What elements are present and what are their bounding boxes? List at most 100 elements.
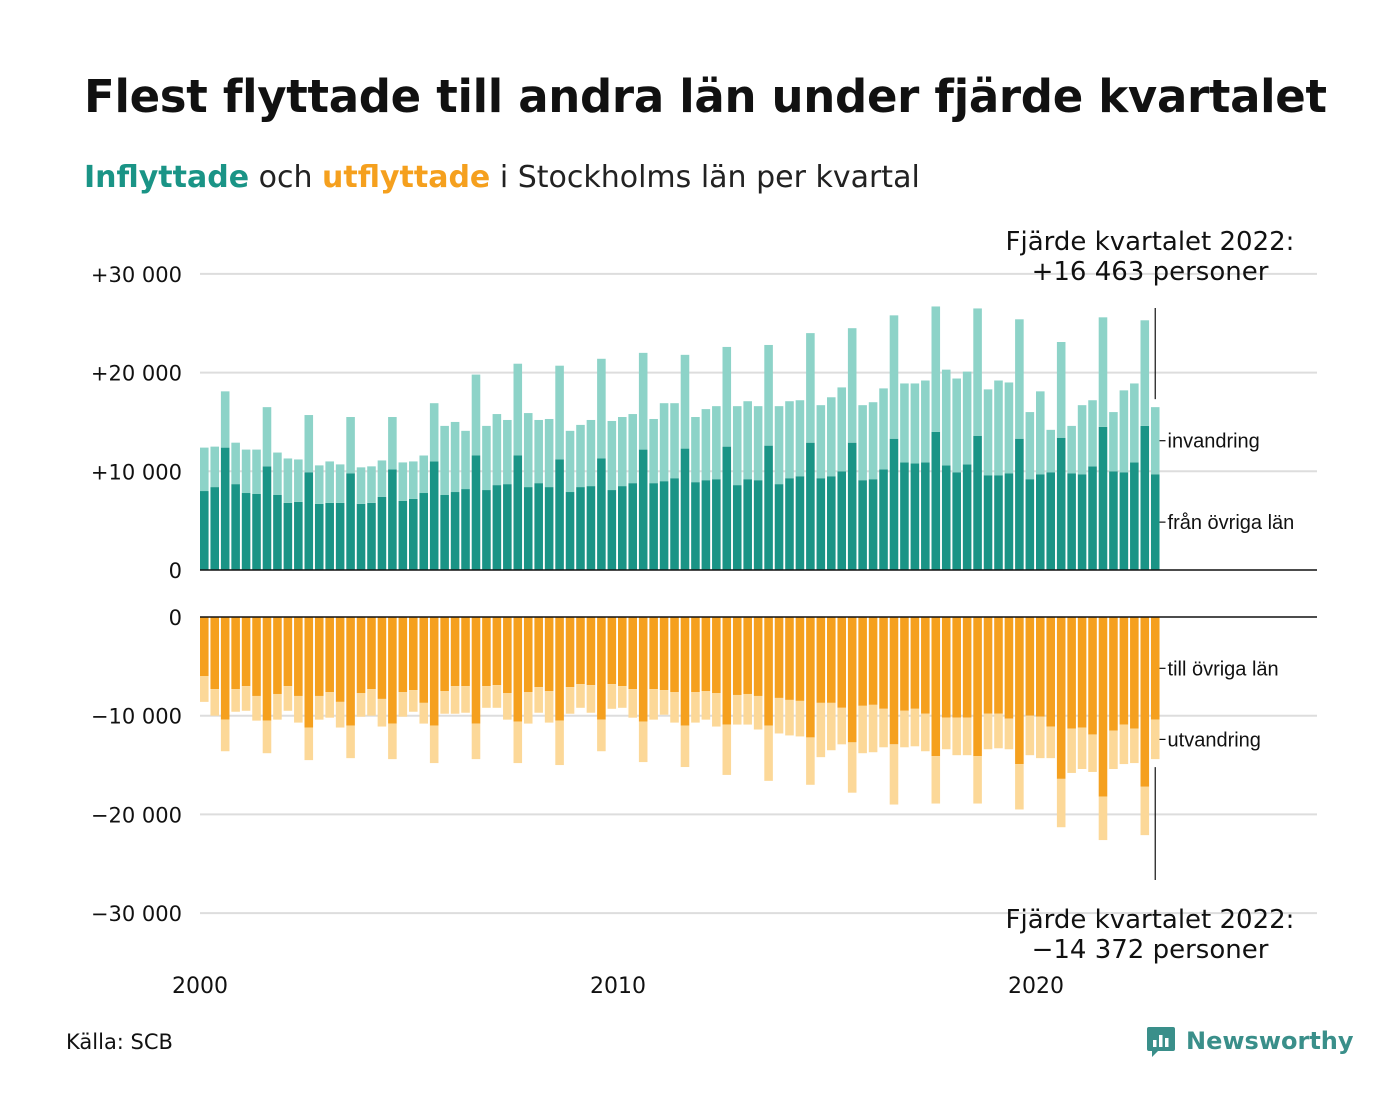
bar-invandring: [398, 462, 408, 501]
bar-utvandring: [200, 676, 209, 702]
bar-till-ovriga-lan: [450, 617, 460, 687]
bar-utvandring: [429, 725, 439, 764]
bar-utvandring: [962, 717, 972, 756]
bar-fran-ovriga-lan: [900, 462, 909, 570]
bar-utvandring: [534, 687, 543, 713]
bar-till-ovriga-lan: [1119, 617, 1129, 725]
bar-fran-ovriga-lan: [1036, 474, 1045, 570]
bar-utvandring: [670, 692, 679, 723]
bar-till-ovriga-lan: [419, 617, 429, 703]
bar-invandring: [1067, 425, 1076, 474]
bar-fran-ovriga-lan: [837, 471, 847, 570]
bar-fran-ovriga-lan: [722, 446, 732, 570]
bar-utvandring: [889, 744, 899, 805]
bar-utvandring: [398, 692, 408, 717]
bar-till-ovriga-lan: [628, 617, 638, 690]
bar-utvandring: [565, 687, 575, 714]
bar-utvandring: [785, 699, 794, 736]
bar-utvandring: [482, 686, 491, 708]
bar-invandring: [1098, 317, 1108, 427]
bar-utvandring: [1056, 778, 1066, 828]
bar-till-ovriga-lan: [576, 617, 585, 685]
bar-till-ovriga-lan: [513, 617, 523, 722]
bar-fran-ovriga-lan: [471, 455, 481, 570]
bar-invandring: [1077, 405, 1087, 475]
y-tick-label-bottom: −30 000: [91, 902, 182, 926]
bar-fran-ovriga-lan: [1088, 466, 1097, 570]
bar-invandring: [973, 308, 982, 436]
bar-invandring: [722, 346, 732, 447]
bar-utvandring: [241, 686, 251, 711]
bar-utvandring: [304, 727, 314, 761]
bar-till-ovriga-lan: [1130, 617, 1139, 729]
bar-fran-ovriga-lan: [367, 502, 376, 570]
bar-till-ovriga-lan: [210, 617, 220, 690]
bar-till-ovriga-lan: [398, 617, 408, 693]
bar-invandring: [952, 378, 961, 473]
bar-till-ovriga-lan: [994, 617, 1003, 714]
bar-invandring: [607, 420, 617, 491]
bar-till-ovriga-lan: [1004, 617, 1014, 719]
bar-fran-ovriga-lan: [795, 476, 805, 570]
bar-fran-ovriga-lan: [973, 435, 982, 570]
bar-till-ovriga-lan: [1015, 617, 1024, 765]
bar-till-ovriga-lan: [273, 617, 282, 694]
x-tick-label: 2000: [172, 974, 228, 999]
bar-till-ovriga-lan: [764, 617, 773, 726]
bar-utvandring: [419, 702, 429, 724]
bar-utvandring: [314, 695, 324, 720]
bar-fran-ovriga-lan: [889, 438, 899, 570]
y-tick-label-top: 0: [169, 559, 182, 583]
bar-fran-ovriga-lan: [680, 448, 690, 570]
bar-utvandring: [691, 692, 700, 723]
bar-utvandring: [973, 756, 982, 804]
bar-till-ovriga-lan: [440, 617, 449, 692]
bar-utvandring: [1004, 718, 1014, 750]
bar-fran-ovriga-lan: [461, 489, 470, 570]
bar-invandring: [220, 391, 230, 448]
bar-invandring: [492, 414, 502, 486]
bar-invandring: [785, 401, 794, 479]
bar-till-ovriga-lan: [638, 617, 648, 722]
bar-till-ovriga-lan: [941, 617, 951, 718]
bar-fran-ovriga-lan: [241, 493, 251, 570]
bar-utvandring: [764, 725, 773, 781]
bar-invandring: [335, 464, 345, 503]
x-tick-label: 2010: [590, 974, 646, 999]
x-tick-label: 2020: [1008, 974, 1064, 999]
bar-till-ovriga-lan: [983, 617, 993, 714]
bar-utvandring: [701, 691, 711, 720]
bar-utvandring: [1067, 728, 1076, 773]
annotation-top-line1: Fjärde kvartalet 2022:: [1006, 227, 1295, 257]
bar-utvandring: [649, 689, 658, 720]
bar-invandring: [555, 365, 564, 460]
bar-till-ovriga-lan: [868, 617, 878, 705]
bar-fran-ovriga-lan: [628, 483, 638, 570]
bar-till-ovriga-lan: [806, 617, 815, 738]
bar-invandring: [419, 455, 429, 494]
bar-fran-ovriga-lan: [388, 469, 397, 570]
bar-fran-ovriga-lan: [774, 484, 784, 570]
bar-fran-ovriga-lan: [858, 480, 867, 570]
bar-utvandring: [1098, 796, 1108, 841]
annotation-bottom-line2: −14 372 personer: [1032, 935, 1269, 965]
bar-utvandring: [252, 695, 261, 721]
bar-fran-ovriga-lan: [1025, 479, 1035, 570]
bar-fran-ovriga-lan: [325, 502, 334, 570]
bar-utvandring: [607, 684, 617, 709]
bar-invandring: [910, 383, 920, 464]
bar-fran-ovriga-lan: [1067, 473, 1076, 570]
bar-till-ovriga-lan: [1046, 617, 1056, 727]
bar-fran-ovriga-lan: [304, 472, 314, 570]
bar-utvandring: [858, 705, 867, 754]
y-tick-label-top: +20 000: [91, 362, 182, 386]
brand-logo[interactable]: Newsworthy: [1146, 1024, 1354, 1058]
bar-invandring: [294, 459, 303, 502]
bar-fran-ovriga-lan: [691, 482, 700, 570]
bar-invandring: [827, 397, 836, 477]
bar-fran-ovriga-lan: [879, 469, 888, 570]
bar-invandring: [618, 417, 627, 487]
bar-utvandring: [597, 719, 606, 752]
bar-utvandring: [492, 685, 502, 708]
bar-fran-ovriga-lan: [262, 466, 272, 570]
